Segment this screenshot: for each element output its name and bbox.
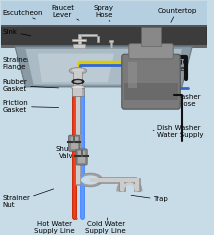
FancyBboxPatch shape bbox=[69, 135, 80, 151]
Text: Sink: Sink bbox=[3, 29, 31, 36]
FancyBboxPatch shape bbox=[122, 54, 180, 109]
Bar bbox=[128, 62, 137, 88]
Bar bbox=[1, 45, 207, 48]
Bar bbox=[71, 137, 77, 149]
Ellipse shape bbox=[81, 175, 100, 184]
Bar bbox=[78, 151, 85, 163]
Ellipse shape bbox=[78, 173, 103, 187]
Bar bbox=[73, 70, 82, 88]
Bar bbox=[73, 89, 82, 96]
Ellipse shape bbox=[71, 85, 85, 90]
Ellipse shape bbox=[73, 86, 82, 89]
Bar bbox=[90, 177, 135, 183]
Bar bbox=[74, 70, 82, 88]
Bar bbox=[73, 44, 85, 48]
Bar bbox=[134, 178, 140, 192]
Bar bbox=[97, 36, 99, 42]
Bar bbox=[124, 83, 178, 99]
Text: Cold Water
Supply Line: Cold Water Supply Line bbox=[85, 218, 126, 234]
Bar bbox=[81, 34, 97, 36]
Text: Strainer
Flange: Strainer Flange bbox=[3, 57, 69, 70]
Polygon shape bbox=[38, 54, 114, 82]
Text: Shutoff
Valve: Shutoff Valve bbox=[56, 142, 85, 159]
Bar bbox=[141, 27, 161, 46]
Bar bbox=[76, 134, 80, 184]
Bar bbox=[109, 40, 113, 42]
Bar bbox=[76, 96, 80, 134]
Bar bbox=[135, 178, 139, 191]
Bar bbox=[78, 34, 81, 44]
Bar bbox=[72, 39, 86, 41]
Text: Dish Washer
Water Supply: Dish Washer Water Supply bbox=[153, 125, 204, 138]
Text: Escutcheon: Escutcheon bbox=[3, 10, 43, 19]
Bar bbox=[76, 96, 80, 133]
Bar bbox=[119, 178, 125, 192]
Text: Trap: Trap bbox=[131, 195, 168, 203]
Bar bbox=[90, 178, 135, 183]
Bar bbox=[75, 134, 81, 184]
Bar bbox=[120, 178, 124, 191]
Text: Countertop: Countertop bbox=[157, 8, 196, 22]
Ellipse shape bbox=[71, 68, 85, 73]
Text: Faucet
Lever: Faucet Lever bbox=[51, 4, 79, 20]
FancyBboxPatch shape bbox=[129, 44, 173, 59]
Bar bbox=[72, 88, 84, 96]
Text: Rubber
Gasket: Rubber Gasket bbox=[3, 79, 59, 92]
Bar bbox=[110, 41, 112, 48]
Bar bbox=[1, 26, 207, 47]
Polygon shape bbox=[25, 49, 182, 85]
Text: Spray
Hose: Spray Hose bbox=[94, 4, 114, 21]
Ellipse shape bbox=[69, 68, 87, 74]
Text: Friction
Gasket: Friction Gasket bbox=[3, 100, 59, 113]
Text: Strainer
Nut: Strainer Nut bbox=[3, 189, 54, 208]
Bar bbox=[1, 1, 207, 31]
Text: Dish Washer
Drain Hose: Dish Washer Drain Hose bbox=[153, 94, 201, 107]
FancyBboxPatch shape bbox=[76, 149, 87, 165]
Ellipse shape bbox=[74, 80, 82, 83]
Text: Hot Water
Supply Line: Hot Water Supply Line bbox=[34, 219, 77, 234]
Polygon shape bbox=[15, 47, 192, 87]
Bar bbox=[1, 25, 207, 27]
Ellipse shape bbox=[72, 79, 84, 84]
Text: Garbage
Disposer: Garbage Disposer bbox=[151, 59, 187, 72]
